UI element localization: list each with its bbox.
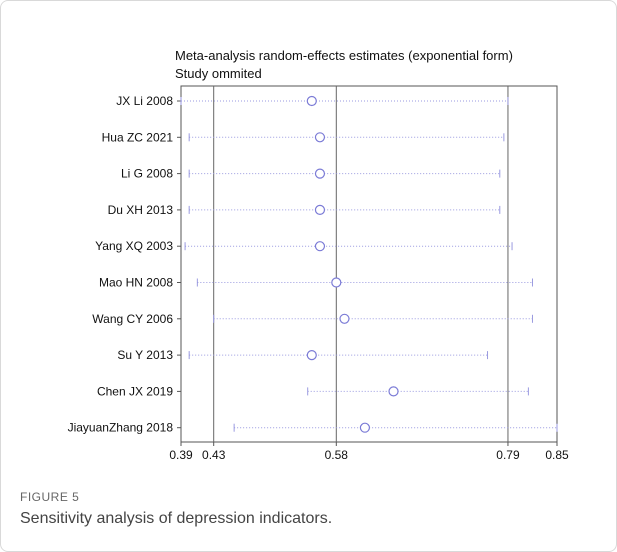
estimate-marker bbox=[359, 422, 371, 433]
study-label: Hua ZC 2021 bbox=[102, 130, 174, 144]
estimate-marker bbox=[306, 350, 317, 361]
chart-title: Meta-analysis random-effects estimates (… bbox=[175, 48, 513, 63]
study-label: Su Y 2013 bbox=[117, 348, 173, 362]
x-tick-label: 0.85 bbox=[545, 448, 569, 462]
estimate-marker bbox=[339, 313, 350, 324]
x-tick-label: 0.39 bbox=[169, 448, 193, 462]
estimate-marker bbox=[314, 204, 326, 215]
x-tick-label: 0.79 bbox=[496, 448, 520, 462]
study-label: Chen JX 2019 bbox=[97, 384, 173, 398]
estimate-marker bbox=[314, 241, 326, 252]
study-label: Li G 2008 bbox=[121, 167, 173, 181]
study-label: JX Li 2008 bbox=[116, 94, 173, 108]
estimate-marker bbox=[331, 277, 342, 288]
study-label: Wang CY 2006 bbox=[92, 312, 173, 326]
plot-frame bbox=[180, 85, 558, 443]
x-tick-label: 0.43 bbox=[202, 448, 226, 462]
chart-subtitle: Study ommited bbox=[175, 66, 262, 81]
study-label: Du XH 2013 bbox=[108, 203, 174, 217]
study-label: JiayuanZhang 2018 bbox=[68, 421, 174, 435]
estimate-marker bbox=[306, 95, 317, 107]
x-tick-label: 0.58 bbox=[325, 448, 349, 462]
estimate-marker bbox=[314, 168, 326, 179]
study-label: Yang XQ 2003 bbox=[95, 239, 173, 253]
figure-label: FIGURE 5 bbox=[20, 490, 80, 504]
estimate-marker bbox=[314, 132, 326, 143]
study-label: Mao HN 2008 bbox=[99, 276, 173, 290]
figure-caption: Sensitivity analysis of depression indic… bbox=[20, 510, 333, 527]
estimate-marker bbox=[388, 386, 399, 397]
